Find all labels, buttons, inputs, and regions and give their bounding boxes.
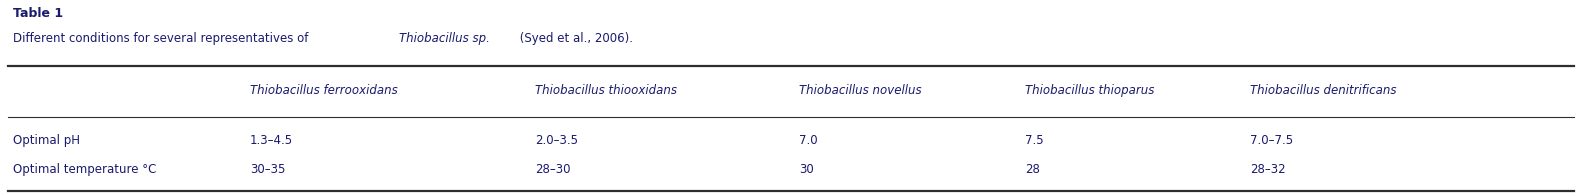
Text: 30–35: 30–35 [250, 163, 285, 176]
Text: Thiobacillus sp.: Thiobacillus sp. [399, 32, 489, 45]
Text: Optimal pH: Optimal pH [13, 134, 79, 147]
Text: Optimal temperature °C: Optimal temperature °C [13, 163, 157, 176]
Text: Thiobacillus ferrooxidans: Thiobacillus ferrooxidans [250, 84, 397, 97]
Text: 7.0–7.5: 7.0–7.5 [1250, 134, 1292, 147]
Text: Different conditions for several representatives of: Different conditions for several represe… [13, 32, 312, 45]
Text: 28–32: 28–32 [1250, 163, 1286, 176]
Text: (Syed et al., 2006).: (Syed et al., 2006). [516, 32, 633, 45]
Text: 7.0: 7.0 [799, 134, 818, 147]
Text: Thiobacillus novellus: Thiobacillus novellus [799, 84, 922, 97]
Text: 28–30: 28–30 [535, 163, 570, 176]
Text: 7.5: 7.5 [1025, 134, 1044, 147]
Text: 30: 30 [799, 163, 813, 176]
Text: Table 1: Table 1 [13, 7, 63, 20]
Text: 28: 28 [1025, 163, 1039, 176]
Text: Thiobacillus thiooxidans: Thiobacillus thiooxidans [535, 84, 677, 97]
Text: Thiobacillus thioparus: Thiobacillus thioparus [1025, 84, 1155, 97]
Text: Thiobacillus denitrificans: Thiobacillus denitrificans [1250, 84, 1397, 97]
Text: 1.3–4.5: 1.3–4.5 [250, 134, 293, 147]
Text: 2.0–3.5: 2.0–3.5 [535, 134, 577, 147]
